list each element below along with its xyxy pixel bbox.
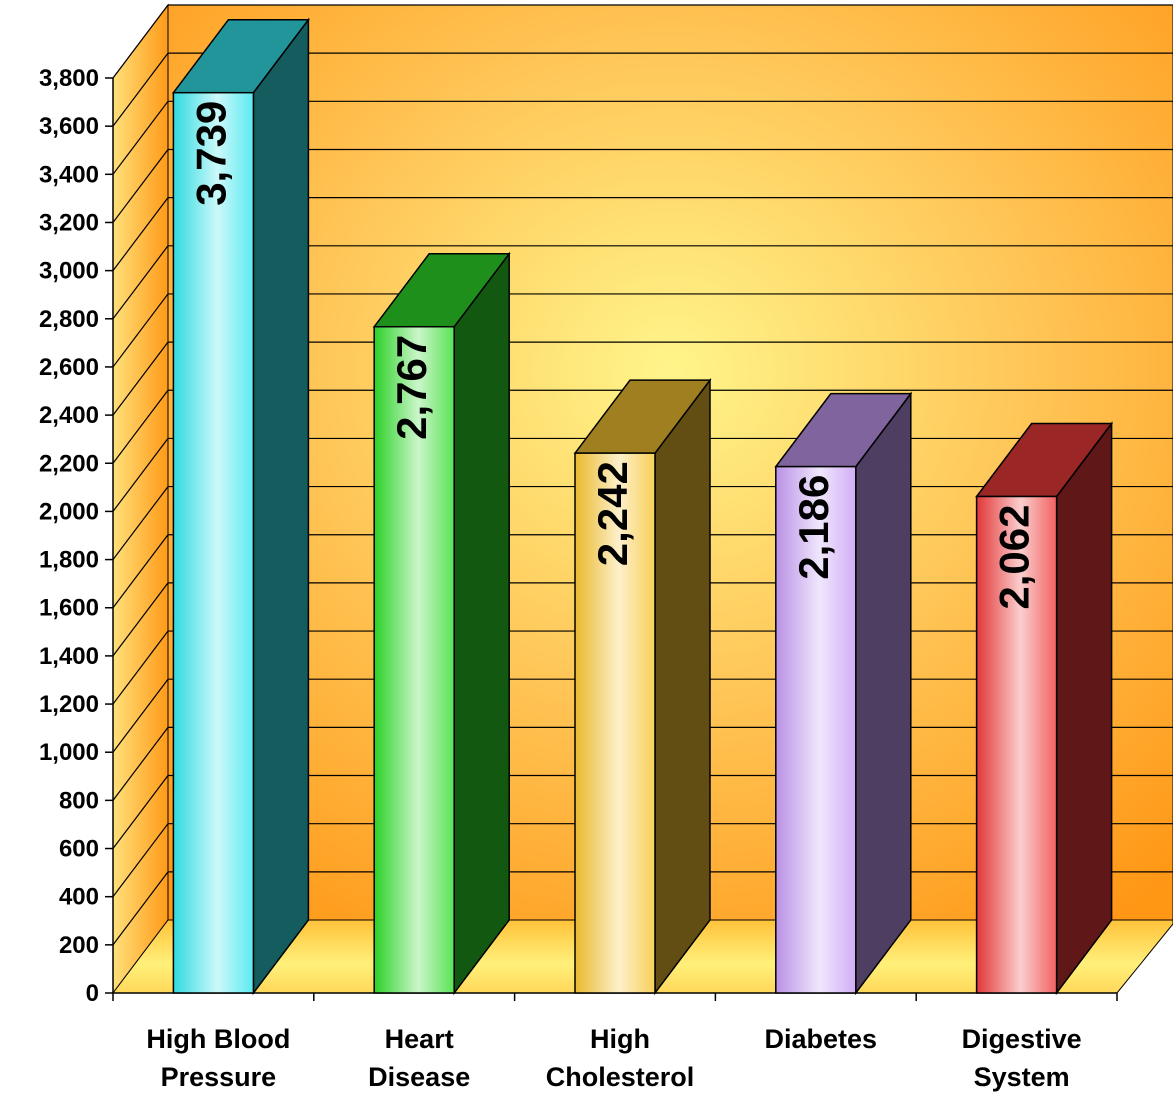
- x-tick-label: High Blood: [146, 1024, 290, 1054]
- gridline-side: [112, 534, 169, 609]
- x-tick-label: Disease: [368, 1062, 470, 1092]
- y-tick-label: 3,800: [39, 65, 99, 92]
- side-wall: [112, 3, 169, 995]
- gridline-side: [112, 341, 169, 416]
- gridline-side: [112, 293, 169, 368]
- bar-side: [252, 17, 310, 996]
- bar: [171, 17, 310, 996]
- y-tick-label: 2,000: [39, 498, 99, 525]
- y-tick-label: 600: [59, 836, 99, 863]
- bar: [573, 377, 712, 996]
- data-label: 2,242: [589, 461, 636, 566]
- y-tick-label: 0: [86, 980, 99, 1007]
- y-tick-label: 1,800: [39, 547, 99, 574]
- bar-side: [855, 391, 912, 996]
- bar-side: [453, 251, 510, 996]
- bar-side: [1055, 421, 1113, 996]
- bar-front: [775, 465, 857, 994]
- gridline-side: [112, 245, 169, 320]
- gridline-side: [112, 438, 169, 512]
- y-tick-label: 1,400: [39, 643, 99, 670]
- y-tick-label: 3,000: [39, 258, 99, 285]
- gridline-side: [112, 52, 169, 127]
- y-tick-label: 2,800: [39, 306, 99, 333]
- bar: [975, 421, 1114, 996]
- gridline-side: [112, 582, 169, 657]
- bar-side: [654, 377, 711, 996]
- data-label: 2,186: [790, 475, 837, 580]
- y-tick-label: 2,600: [39, 354, 99, 381]
- gridline-side: [112, 871, 169, 946]
- y-tick-label: 200: [59, 932, 99, 959]
- y-tick-label: 1,000: [39, 739, 99, 766]
- gridline-side: [112, 823, 169, 898]
- y-tick-label: 1,200: [39, 691, 99, 718]
- gridline-side: [112, 775, 169, 849]
- y-tick-label: 2,400: [39, 402, 99, 429]
- data-label: 2,767: [388, 335, 435, 440]
- bar-front: [172, 91, 255, 994]
- x-tick-label: Diabetes: [765, 1024, 878, 1054]
- bar-front: [975, 495, 1058, 994]
- bar: [372, 251, 511, 996]
- data-label: 3,739: [187, 101, 234, 206]
- gridline-side: [112, 197, 169, 271]
- x-tick-label: System: [974, 1062, 1070, 1092]
- y-tick-label: 3,200: [39, 209, 99, 236]
- y-tick-label: 1,600: [39, 595, 99, 622]
- gridline-side: [112, 678, 169, 753]
- x-tick-label: Heart: [385, 1024, 454, 1054]
- x-tick-label: Pressure: [161, 1062, 277, 1092]
- gridline-side: [112, 486, 169, 560]
- bar: [774, 391, 913, 996]
- y-tick-label: 800: [59, 787, 99, 814]
- bar-front: [373, 325, 455, 994]
- bar-front: [574, 452, 656, 994]
- data-label: 2,062: [991, 504, 1038, 609]
- gridline-side: [112, 389, 169, 464]
- y-tick-label: 2,200: [39, 450, 99, 477]
- x-tick-label: Digestive: [962, 1024, 1082, 1054]
- y-tick-label: 400: [59, 884, 99, 911]
- gridline-side: [112, 630, 169, 705]
- gridline-side: [112, 4, 169, 79]
- gridline-side: [112, 100, 169, 175]
- x-tick-label: Cholesterol: [546, 1062, 695, 1092]
- y-tick-label: 3,600: [39, 113, 99, 140]
- plot-area: 0 200 400 600 800 1,000 1,200 1,400 1,600 1,800 2,…: [39, 3, 1173, 1092]
- gridline-side: [112, 727, 169, 801]
- x-tick-label: High: [590, 1024, 650, 1054]
- y-tick-label: 3,400: [39, 161, 99, 188]
- gridline-side: [112, 149, 169, 223]
